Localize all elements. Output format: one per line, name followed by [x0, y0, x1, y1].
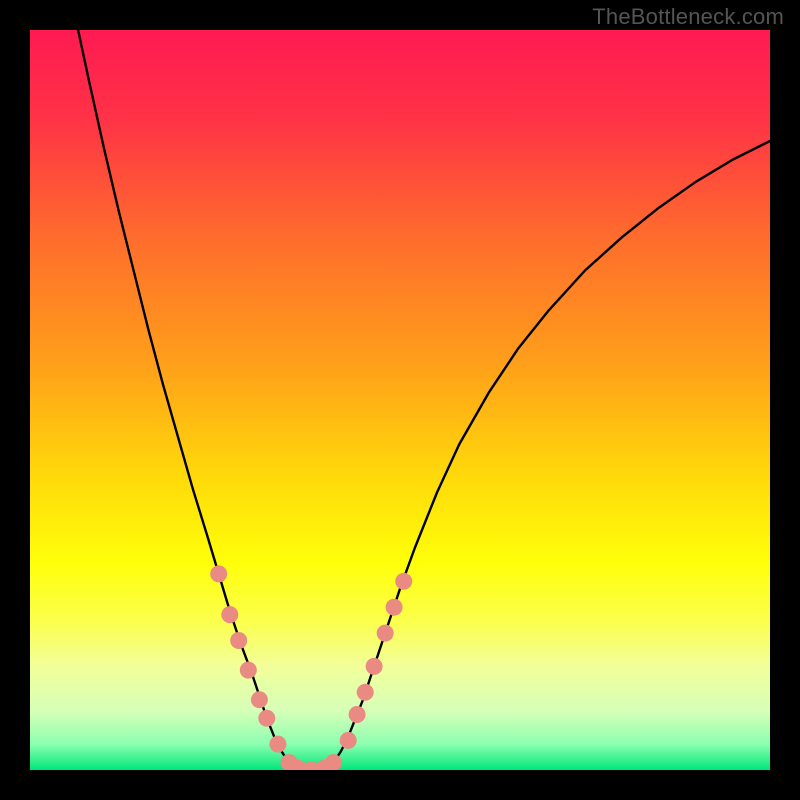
watermark-text: TheBottleneck.com — [592, 4, 784, 30]
data-point-marker — [340, 732, 357, 749]
data-point-marker — [221, 606, 238, 623]
chart-background-gradient — [30, 30, 770, 770]
data-point-marker — [357, 684, 374, 701]
data-point-marker — [258, 710, 275, 727]
data-point-marker — [251, 691, 268, 708]
data-point-marker — [269, 736, 286, 753]
data-point-marker — [210, 565, 227, 582]
data-point-marker — [349, 706, 366, 723]
data-point-marker — [366, 658, 383, 675]
data-point-marker — [230, 632, 247, 649]
chart-frame: TheBottleneck.com — [0, 0, 800, 800]
data-point-marker — [395, 573, 412, 590]
bottleneck-curve-chart — [0, 0, 800, 800]
data-point-marker — [386, 599, 403, 616]
data-point-marker — [325, 754, 342, 771]
data-point-marker — [377, 625, 394, 642]
data-point-marker — [240, 662, 257, 679]
